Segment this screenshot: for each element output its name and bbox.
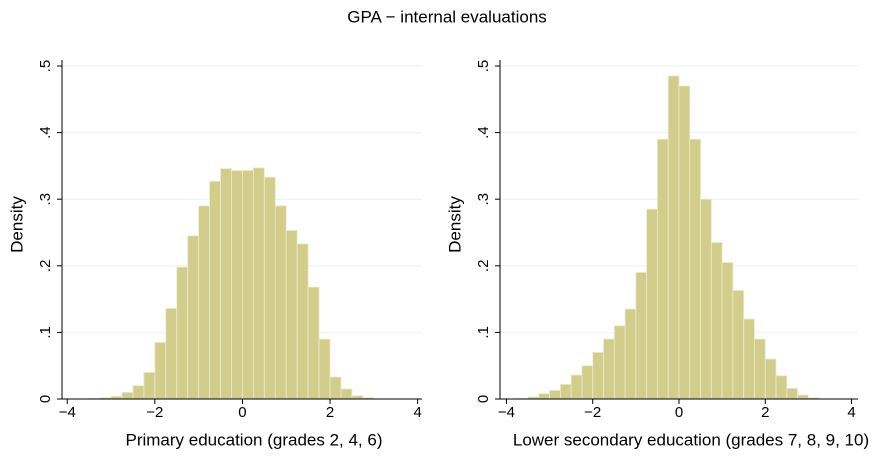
y-tick-label: .4 bbox=[37, 126, 54, 139]
bar bbox=[700, 198, 712, 400]
bar bbox=[132, 385, 145, 400]
figure-title: GPA − internal evaluations bbox=[347, 7, 547, 26]
y-tick-label: .2 bbox=[475, 260, 492, 273]
bar bbox=[329, 376, 342, 400]
bar bbox=[198, 205, 210, 400]
bar bbox=[307, 286, 320, 400]
bar bbox=[764, 358, 777, 400]
y-tick-label: 0 bbox=[475, 395, 492, 403]
y-tick-label: .4 bbox=[475, 126, 492, 139]
x-tick-label: 4 bbox=[847, 404, 855, 421]
bar bbox=[754, 338, 766, 400]
y-tick-label: .2 bbox=[37, 260, 54, 273]
bar bbox=[646, 208, 658, 400]
bar bbox=[121, 391, 134, 400]
bar bbox=[743, 318, 755, 400]
bar bbox=[143, 371, 156, 400]
bar bbox=[689, 138, 701, 400]
x-tick-label: −4 bbox=[59, 404, 76, 421]
bar bbox=[274, 205, 287, 400]
x-tick-label: 0 bbox=[238, 404, 246, 421]
bar bbox=[603, 338, 615, 400]
bar bbox=[678, 85, 691, 400]
bar bbox=[340, 388, 353, 400]
bar bbox=[667, 75, 680, 400]
bar bbox=[154, 341, 167, 400]
bar bbox=[220, 168, 232, 400]
y-tick-label: .3 bbox=[475, 193, 492, 206]
y-axis-label: Density bbox=[7, 196, 26, 253]
bar bbox=[581, 365, 594, 400]
y-tick-label: .5 bbox=[475, 60, 492, 73]
bar bbox=[187, 235, 200, 400]
bar bbox=[721, 262, 734, 400]
bar bbox=[318, 338, 331, 400]
x-axis-label: Primary education (grades 2, 4, 6) bbox=[125, 430, 382, 449]
bar bbox=[710, 242, 723, 400]
bar bbox=[613, 325, 626, 400]
bar bbox=[559, 383, 572, 400]
x-tick-label: −4 bbox=[498, 404, 515, 421]
y-tick-label: .3 bbox=[37, 193, 54, 206]
bar bbox=[263, 176, 276, 400]
bar bbox=[209, 180, 221, 400]
y-tick-label: 0 bbox=[37, 395, 54, 403]
bar bbox=[624, 308, 637, 400]
bar bbox=[775, 375, 788, 400]
bar bbox=[549, 389, 561, 400]
x-tick-label: 2 bbox=[326, 404, 334, 421]
y-tick-label: .1 bbox=[475, 326, 492, 339]
x-tick-label: −2 bbox=[146, 404, 163, 421]
bar bbox=[242, 170, 254, 400]
bar bbox=[635, 272, 648, 400]
bar bbox=[252, 167, 265, 400]
x-tick-label: 2 bbox=[761, 404, 769, 421]
x-tick-label: −2 bbox=[584, 404, 601, 421]
y-tick-label: .1 bbox=[37, 326, 54, 339]
bar bbox=[592, 351, 604, 400]
bar bbox=[538, 393, 551, 400]
bar bbox=[797, 394, 809, 400]
y-axis-label: Density bbox=[445, 196, 464, 253]
bar bbox=[165, 308, 178, 400]
x-axis-label: Lower secondary education (grades 7, 8, … bbox=[513, 430, 869, 449]
bar bbox=[231, 170, 243, 400]
bar bbox=[285, 230, 298, 400]
bar bbox=[176, 266, 189, 400]
y-tick-label: .5 bbox=[37, 60, 54, 73]
x-tick-label: 0 bbox=[675, 404, 683, 421]
bar bbox=[732, 290, 745, 400]
x-tick-label: 4 bbox=[413, 404, 421, 421]
bar bbox=[570, 374, 583, 400]
bar bbox=[657, 138, 669, 400]
bar bbox=[296, 243, 309, 400]
bar bbox=[786, 387, 799, 400]
